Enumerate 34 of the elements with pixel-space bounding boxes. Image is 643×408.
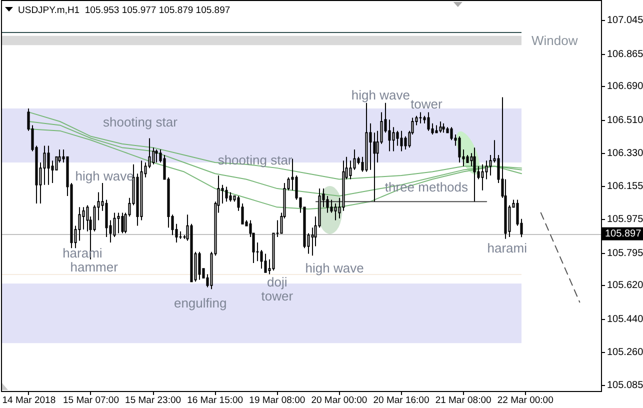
annotation: shooting star [103, 114, 178, 130]
annotation: harami [487, 240, 528, 256]
chart-title: USDJPY.m,H1 105.953 105.977 105.879 105.897 [18, 5, 230, 16]
x-tick-label: 20 Mar 00:00 [311, 395, 368, 406]
y-tick-label: 106.510 [607, 115, 643, 126]
y-tick-label: 106.155 [607, 181, 643, 192]
y-tick-label: 105.795 [607, 248, 643, 259]
ref-line-label: 105.897 [605, 228, 642, 240]
annotation: high wave [305, 260, 364, 276]
annotation: tower [410, 96, 444, 112]
y-tick-label: 105.975 [607, 214, 643, 225]
x-tick-label: 19 Mar 08:00 [249, 395, 306, 406]
y-tick-label: 107.045 [607, 15, 643, 26]
x-tick-label: 16 Mar 15:00 [187, 395, 244, 406]
x-tick-label: 15 Mar 07:00 [63, 395, 119, 406]
y-tick-label: 106.690 [607, 81, 643, 92]
band-label: Window [531, 32, 578, 48]
annotation: doji [267, 274, 288, 290]
annotation: shooting star [218, 152, 293, 168]
x-tick-label: 15 Mar 23:00 [125, 395, 182, 406]
annotation: engulfing [174, 296, 227, 310]
y-tick-label: 106.865 [607, 49, 643, 60]
x-tick-label: 22 Mar 00:00 [497, 395, 554, 406]
y-tick-label: 105.620 [607, 280, 643, 291]
x-tick-label: 14 Mar 2018 [2, 395, 56, 406]
y-tick-label: 105.440 [607, 314, 643, 325]
x-tick-label: 21 Mar 08:00 [435, 395, 492, 406]
annotation: high wave [351, 88, 410, 102]
annotation: tower [261, 288, 294, 304]
y-tick-label: 106.330 [607, 148, 643, 159]
x-tick-label: 20 Mar 16:00 [373, 395, 430, 406]
annotation: hammer [70, 260, 119, 274]
y-tick-label: 105.085 [607, 380, 643, 391]
y-tick-label: 105.260 [607, 347, 643, 358]
